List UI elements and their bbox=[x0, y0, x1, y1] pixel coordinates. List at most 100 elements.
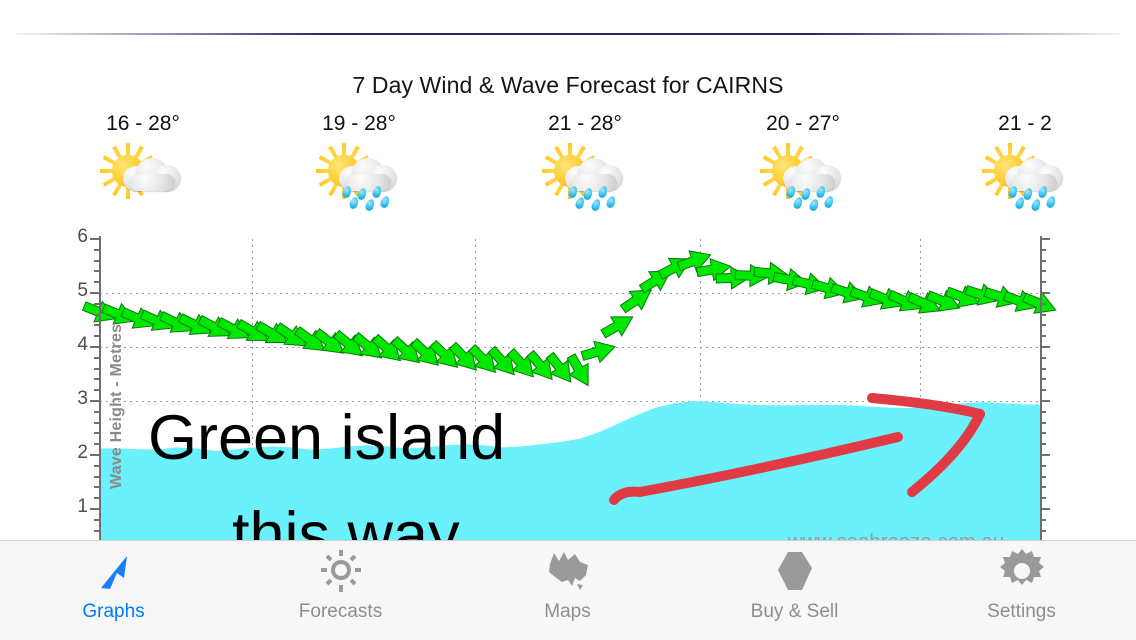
right-axis-minor-tick bbox=[1040, 421, 1046, 424]
left-axis-tick-label: 1 bbox=[77, 496, 88, 517]
tab-forecasts[interactable]: Forecasts bbox=[227, 541, 454, 640]
day-forecast-column: 16 - 28° bbox=[58, 112, 228, 208]
top-divider bbox=[16, 33, 1120, 35]
left-axis-minor-tick bbox=[94, 421, 100, 424]
left-axis-tick-label: 6 bbox=[77, 226, 88, 247]
right-axis-minor-tick bbox=[1040, 335, 1046, 338]
annotation-line-1: Green island bbox=[148, 403, 506, 473]
left-axis-minor-tick bbox=[94, 356, 100, 359]
right-axis-minor-tick bbox=[1040, 270, 1046, 273]
right-axis-major-tick bbox=[1040, 238, 1050, 240]
tab-maps[interactable]: Maps bbox=[454, 541, 681, 640]
sun-cloud-rain-icon bbox=[316, 142, 401, 213]
vertical-gridline bbox=[475, 239, 476, 563]
left-axis-major-tick bbox=[90, 292, 100, 294]
right-axis-minor-tick bbox=[1040, 313, 1046, 316]
left-axis-tick-label: 5 bbox=[77, 280, 88, 301]
tab-buy-sell[interactable]: Buy & Sell bbox=[681, 541, 908, 640]
sun-cloud-rain-icon bbox=[760, 142, 845, 213]
left-axis-minor-tick bbox=[94, 335, 100, 338]
right-axis-minor-tick bbox=[1040, 443, 1046, 446]
sun-cloud-rain-icon bbox=[542, 142, 627, 213]
day-temperature-range: 16 - 28° bbox=[106, 112, 180, 135]
left-axis-minor-tick bbox=[94, 529, 100, 532]
right-axis-minor-tick bbox=[1040, 432, 1046, 435]
right-axis-major-tick bbox=[1040, 292, 1050, 294]
day-temperature-range: 21 - 2 bbox=[998, 112, 1052, 135]
right-axis-minor-tick bbox=[1040, 529, 1046, 532]
left-axis-major-tick bbox=[90, 508, 100, 510]
right-axis-minor-tick bbox=[1040, 324, 1046, 327]
arrow-up-right-icon[interactable] bbox=[0, 541, 227, 601]
left-axis-minor-tick bbox=[94, 443, 100, 446]
right-axis-minor-tick bbox=[1040, 497, 1046, 500]
left-axis-major-tick bbox=[90, 400, 100, 402]
right-axis-minor-tick bbox=[1040, 281, 1046, 284]
left-axis-tick-label: 4 bbox=[77, 334, 88, 355]
left-axis-minor-tick bbox=[94, 410, 100, 413]
vertical-gridline bbox=[700, 239, 701, 563]
right-axis-minor-tick bbox=[1040, 378, 1046, 381]
left-axis-minor-tick bbox=[94, 259, 100, 262]
right-axis-minor-tick bbox=[1040, 518, 1046, 521]
left-axis-minor-tick bbox=[94, 464, 100, 467]
day-forecast-column: 21 - 28° bbox=[500, 112, 670, 213]
right-axis-minor-tick bbox=[1040, 389, 1046, 392]
day-temperature-range: 20 - 27° bbox=[766, 112, 840, 135]
right-axis-minor-tick bbox=[1040, 410, 1046, 413]
right-axis-major-tick bbox=[1040, 400, 1050, 402]
tab-graphs[interactable]: Graphs bbox=[0, 541, 227, 640]
left-axis-minor-tick bbox=[94, 367, 100, 370]
right-axis-minor-tick bbox=[1040, 486, 1046, 489]
australia-map-icon[interactable] bbox=[454, 541, 681, 601]
gear-icon[interactable] bbox=[908, 541, 1135, 601]
left-axis-minor-tick bbox=[94, 248, 100, 251]
left-axis-minor-tick bbox=[94, 378, 100, 381]
left-axis-minor-tick bbox=[94, 475, 100, 478]
tab-label: Settings bbox=[987, 601, 1056, 622]
day-forecast-strip: 16 - 28° 19 - 28° 21 - 28° 20 - 27° 21 - 2 bbox=[0, 112, 1136, 230]
left-axis-minor-tick bbox=[94, 313, 100, 316]
bottom-tab-bar: Graphs Forecasts Maps Buy & Sell Settings bbox=[0, 540, 1136, 640]
left-axis-minor-tick bbox=[94, 432, 100, 435]
tab-label: Forecasts bbox=[298, 601, 383, 622]
right-axis-major-tick bbox=[1040, 508, 1050, 510]
left-axis-minor-tick bbox=[94, 486, 100, 489]
right-axis-minor-tick bbox=[1040, 248, 1046, 251]
left-axis-tick-label: 3 bbox=[77, 388, 88, 409]
right-axis-minor-tick bbox=[1040, 367, 1046, 370]
right-axis-major-tick bbox=[1040, 454, 1050, 456]
wind-speed-arrow-series bbox=[81, 250, 1057, 387]
left-axis-line bbox=[99, 236, 101, 566]
sun-cloud-rain-icon bbox=[982, 142, 1067, 213]
left-axis-minor-tick bbox=[94, 518, 100, 521]
vertical-gridline bbox=[252, 239, 253, 563]
chart-title: 7 Day Wind & Wave Forecast for CAIRNS bbox=[352, 72, 784, 98]
sun-icon[interactable] bbox=[227, 541, 454, 601]
right-axis-minor-tick bbox=[1040, 302, 1046, 305]
right-axis-minor-tick bbox=[1040, 259, 1046, 262]
horizontal-gridline bbox=[100, 401, 1040, 402]
left-axis-title: Wave Height - Metres bbox=[108, 323, 125, 489]
sun-cloud-icon bbox=[100, 142, 185, 208]
horizontal-gridline bbox=[100, 293, 1040, 294]
left-axis-major-tick bbox=[90, 346, 100, 348]
tab-label: Graphs bbox=[82, 601, 145, 622]
day-temperature-range: 21 - 28° bbox=[548, 112, 622, 135]
tab-settings[interactable]: Settings bbox=[908, 541, 1135, 640]
tab-label: Maps bbox=[544, 601, 591, 622]
day-temperature-range: 19 - 28° bbox=[322, 112, 396, 135]
horizontal-gridline bbox=[100, 347, 1040, 348]
left-axis-minor-tick bbox=[94, 497, 100, 500]
left-axis-minor-tick bbox=[94, 270, 100, 273]
tab-label: Buy & Sell bbox=[750, 601, 839, 622]
day-forecast-column: 21 - 2 bbox=[940, 112, 1110, 213]
left-axis-major-tick bbox=[90, 454, 100, 456]
price-tag-icon[interactable] bbox=[681, 541, 908, 601]
left-axis-minor-tick bbox=[94, 281, 100, 284]
right-axis-minor-tick bbox=[1040, 356, 1046, 359]
right-axis-major-tick bbox=[1040, 346, 1050, 348]
left-axis-minor-tick bbox=[94, 389, 100, 392]
day-forecast-column: 20 - 27° bbox=[718, 112, 888, 213]
